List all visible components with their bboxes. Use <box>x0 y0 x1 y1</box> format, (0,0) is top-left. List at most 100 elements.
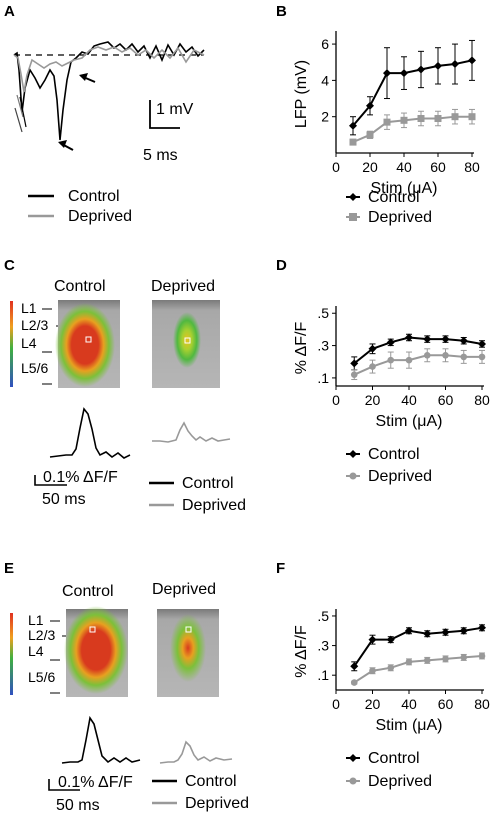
legend-b: Control Deprived <box>346 189 432 226</box>
y-tick-label: .1 <box>317 667 329 683</box>
control-data-point <box>441 628 450 637</box>
y-tick-label: 4 <box>321 72 329 88</box>
chart-f: 0 20 40 60 80 .1 .3 .5 Stim (μA) % ΔF/F <box>293 608 490 734</box>
layer-colorbar <box>10 613 13 695</box>
deprived-data-point <box>478 652 486 660</box>
scale-bar-dff-label: 0.1% ΔF/F <box>43 469 118 486</box>
x-tick-label: 20 <box>365 392 381 408</box>
deprived-data-point <box>400 116 408 124</box>
legend-deprived-label: Deprived <box>68 208 132 225</box>
scale-bar <box>149 100 180 129</box>
control-optical-trace <box>61 715 141 764</box>
legend-f: Control Deprived <box>346 750 432 790</box>
deprived-data-point <box>349 138 357 146</box>
deprived-data-point <box>383 118 391 126</box>
image-title-deprived: Deprived <box>151 278 215 295</box>
roi-marker <box>184 337 191 344</box>
deprived-data-point <box>369 667 376 675</box>
roi-marker <box>85 336 92 343</box>
panel-b: B 0 20 40 60 80 2 4 6 Stim (μA) LFP (mV) Control … <box>276 3 480 226</box>
stim-artifact <box>16 94 24 118</box>
deprived-data-point <box>366 131 374 139</box>
panel-a-label: A <box>4 3 15 20</box>
legend-control-marker <box>349 450 357 458</box>
deprived-data-point <box>423 351 431 359</box>
legend-control-label: Control <box>185 773 237 790</box>
layer-colorbar <box>10 301 13 387</box>
control-data-point <box>459 626 468 635</box>
deprived-data-point <box>417 115 425 123</box>
scale-bar <box>34 475 67 486</box>
legend-deprived-label: Deprived <box>368 209 432 226</box>
scale-bar-time-label: 50 ms <box>56 797 100 814</box>
control-data-point <box>350 359 359 368</box>
image-title-deprived: Deprived <box>152 581 216 598</box>
control-data-point <box>423 629 432 638</box>
control-data-point <box>459 336 468 345</box>
legend-control-marker <box>349 193 357 201</box>
deprived-data-point <box>369 363 376 370</box>
x-tick-label: 80 <box>474 392 490 408</box>
control-data-point <box>400 69 408 78</box>
deprived-data-point <box>350 371 358 378</box>
legend-deprived-label: Deprived <box>368 773 432 790</box>
control-data-point <box>441 335 450 344</box>
deprived-data-point <box>350 679 358 686</box>
arrow-control-peak <box>58 140 74 151</box>
layer-label-l23: L2/3 <box>28 627 55 643</box>
control-data-point <box>434 61 442 70</box>
deprived-data-point <box>460 353 468 361</box>
x-tick-label: 20 <box>365 696 381 712</box>
panel-a: A 1 mV 5 ms Control Deprived <box>4 3 205 225</box>
x-tick-label: 60 <box>430 159 446 175</box>
legend-deprived-label: Deprived <box>182 497 246 514</box>
deprived-data-point <box>405 658 413 666</box>
control-data-point <box>423 335 432 344</box>
layer-label-l4: L4 <box>21 335 37 351</box>
control-data-point <box>405 626 413 635</box>
legend-control-marker <box>349 754 357 762</box>
control-data-point <box>451 60 459 69</box>
roi-marker <box>89 626 96 633</box>
x-tick-label: 40 <box>401 392 417 408</box>
arrow-deprived-peak <box>79 73 96 83</box>
y-axis-label: % ΔF/F <box>293 625 310 678</box>
legend-control-label: Control <box>68 188 120 205</box>
y-tick-label: .1 <box>317 370 329 386</box>
legend-control-label: Control <box>368 446 420 463</box>
y-axis-label: LFP (mV) <box>293 60 310 128</box>
x-tick-label: 0 <box>332 392 340 408</box>
legend-deprived-marker <box>349 472 357 480</box>
legend-deprived-label: Deprived <box>368 468 432 485</box>
x-tick-label: 40 <box>396 159 412 175</box>
x-tick-label: 80 <box>474 696 490 712</box>
layer-label-l23: L2/3 <box>21 317 48 333</box>
x-axis-label: Stim (μA) <box>371 180 438 197</box>
legend-control-label: Control <box>368 750 420 767</box>
panel-e: E Control Deprived L1 L2/3 L4 L5/6 0.1% … <box>4 560 249 814</box>
panel-c: C Control Deprived L1 L2/3 L4 L5/6 0.1% … <box>4 257 246 514</box>
x-tick-label: 0 <box>332 696 340 712</box>
layer-label-l1: L1 <box>21 300 37 316</box>
x-tick-label: 80 <box>464 159 480 175</box>
control-data-point <box>386 338 395 347</box>
deprived-data-point <box>460 654 468 661</box>
chart-d: 0 20 40 60 80 .1 .3 .5 Stim (μA) % ΔF/F <box>293 305 490 430</box>
control-data-point <box>368 635 377 644</box>
deprived-data-point <box>442 351 449 359</box>
panel-f-label: F <box>276 560 285 577</box>
scale-bar-time-label: 50 ms <box>42 491 86 508</box>
legend-d: Control Deprived <box>346 446 432 485</box>
y-axis-label: % ΔF/F <box>293 322 310 375</box>
x-axis-label: Stim (μA) <box>376 717 443 734</box>
legend-control-label: Control <box>368 189 420 206</box>
deprived-data-point <box>434 115 442 123</box>
deprived-lfp-trace <box>13 46 205 93</box>
control-data-point <box>368 344 377 353</box>
legend-deprived-marker <box>349 777 357 785</box>
x-tick-label: 40 <box>401 696 417 712</box>
layer-label-l4: L4 <box>28 643 44 659</box>
control-data-point <box>383 69 391 78</box>
